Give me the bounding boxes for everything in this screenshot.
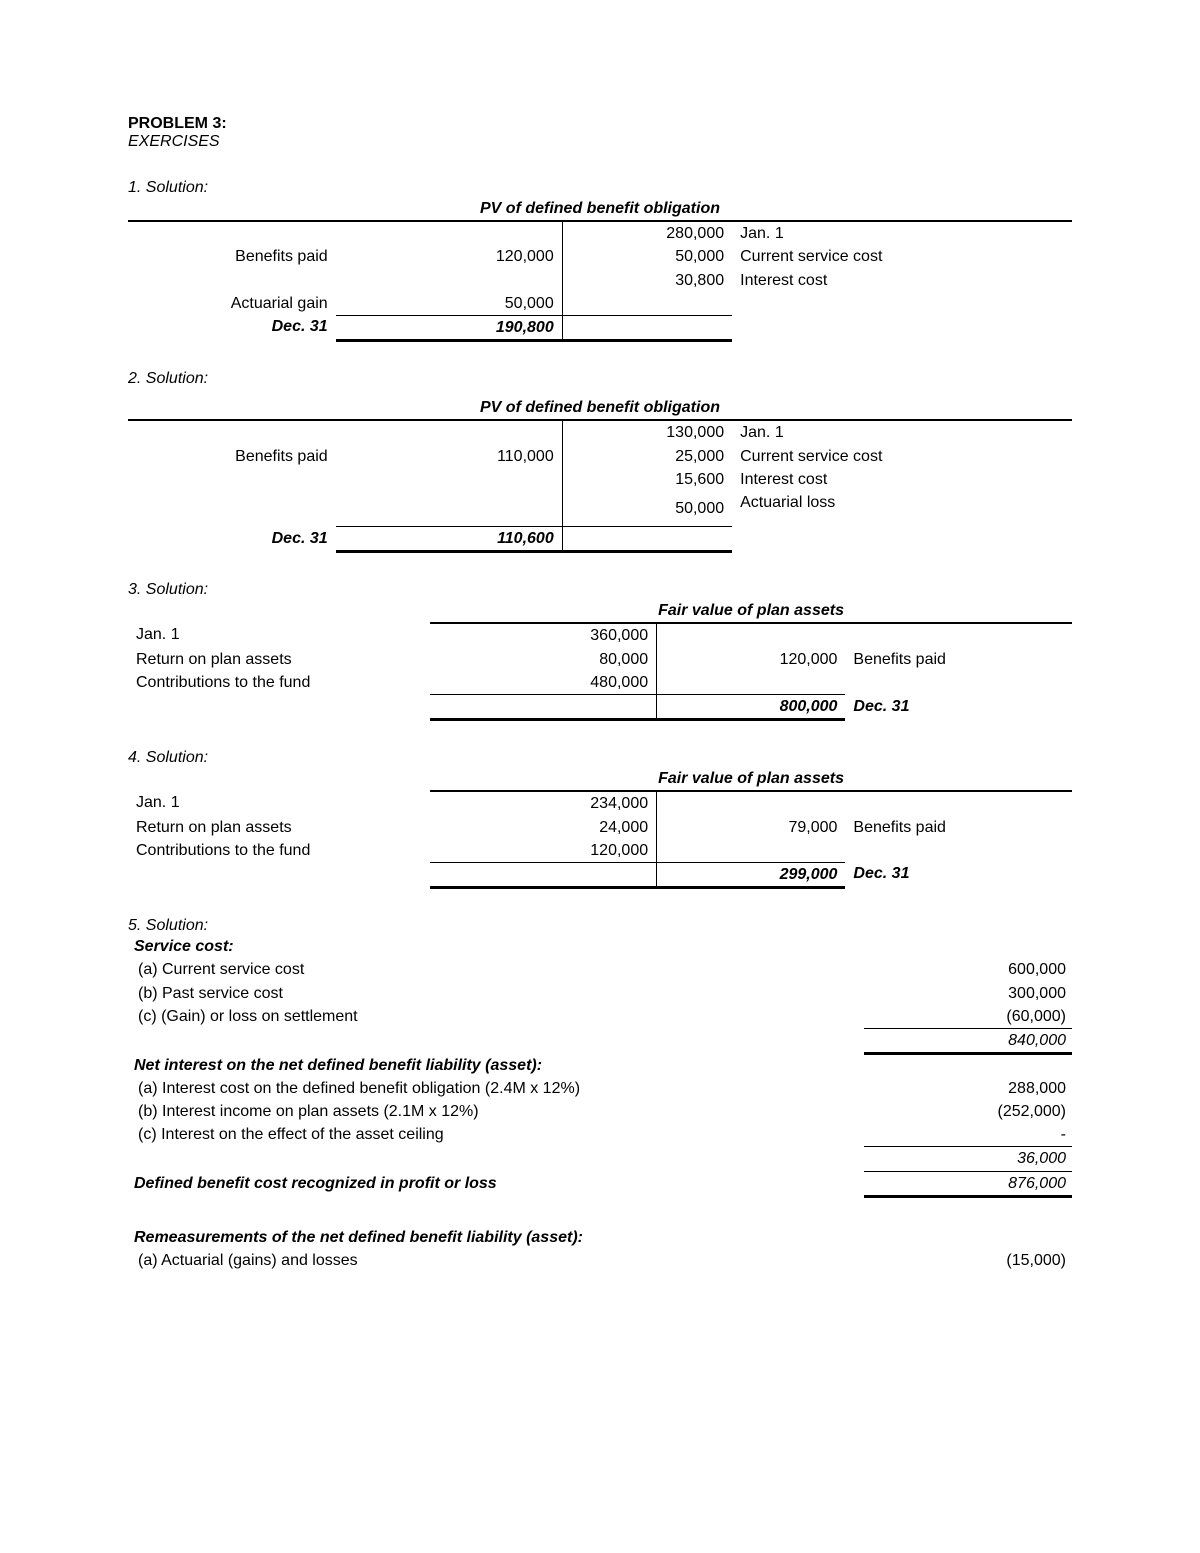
s1-l2-val: 190,800 xyxy=(336,315,563,340)
s5-ni-0-val: 288,000 xyxy=(864,1077,1072,1100)
s1-l0-lbl: Benefits paid xyxy=(128,245,336,268)
page: PROBLEM 3: EXERCISES 1. Solution: PV of … xyxy=(0,0,1200,1312)
s5-ni-1-val: (252,000) xyxy=(864,1100,1072,1123)
s2-l0-lbl: Benefits paid xyxy=(128,445,336,468)
s5-sc-2-val: (60,000) xyxy=(864,1005,1072,1029)
s2-r2-val: 15,600 xyxy=(562,468,732,491)
s1-title: PV of defined benefit obligation xyxy=(128,197,1072,221)
s5-db-total: 876,000 xyxy=(864,1171,1072,1196)
solution-3-taccount: Fair value of plan assets Jan. 1 360,000… xyxy=(128,599,1072,721)
s5-rm-0-lbl: (a) Actuarial (gains) and losses xyxy=(128,1249,864,1272)
s2-title: PV of defined benefit obligation xyxy=(128,396,1072,420)
s3-r0-lbl: Benefits paid xyxy=(845,648,1072,671)
s2-l0-val: 110,000 xyxy=(336,445,563,468)
s3-r1-val: 800,000 xyxy=(657,695,846,720)
s1-r0-val: 280,000 xyxy=(562,221,732,245)
s5-rm-0-val: (15,000) xyxy=(864,1249,1072,1272)
s5-db-label: Defined benefit cost recognized in profi… xyxy=(128,1171,864,1196)
s2-r2-lbl: Interest cost xyxy=(732,468,1072,491)
solution-4-label: 4. Solution: xyxy=(128,749,1072,767)
s3-l2-val: 480,000 xyxy=(430,671,657,695)
s3-title: Fair value of plan assets xyxy=(430,599,1072,623)
header-title: PROBLEM 3: xyxy=(128,115,1072,133)
s1-r2-lbl: Interest cost xyxy=(732,269,1072,292)
solution-2-label: 2. Solution: xyxy=(128,370,1072,388)
s1-l1-lbl: Actuarial gain xyxy=(128,292,336,316)
solution-1-taccount: PV of defined benefit obligation 280,000… xyxy=(128,197,1072,342)
s5-ni-1-lbl: (b) Interest income on plan assets (2.1M… xyxy=(128,1100,864,1123)
s5-sc-header: Service cost: xyxy=(128,935,864,958)
solution-5-label: 5. Solution: xyxy=(128,917,1072,935)
s5-sc-1-lbl: (b) Past service cost xyxy=(128,982,864,1005)
s3-r0-val: 120,000 xyxy=(657,648,846,671)
s2-r0-lbl: Jan. 1 xyxy=(732,420,1072,444)
s5-rm-header: Remeasurements of the net defined benefi… xyxy=(128,1226,864,1249)
s5-ni-0-lbl: (a) Interest cost on the defined benefit… xyxy=(128,1077,864,1100)
s3-r1-lbl: Dec. 31 xyxy=(845,695,1072,720)
s1-l1-val: 50,000 xyxy=(336,292,563,316)
header-subtitle: EXERCISES xyxy=(128,133,1072,151)
s2-r3-lbl: Actuarial loss xyxy=(732,491,1072,527)
s5-ni-2-lbl: (c) Interest on the effect of the asset … xyxy=(128,1123,864,1147)
s4-l2-lbl: Contributions to the fund xyxy=(128,839,430,863)
s5-sc-0-val: 600,000 xyxy=(864,958,1072,981)
s3-l2-lbl: Contributions to the fund xyxy=(128,671,430,695)
s2-r0-val: 130,000 xyxy=(562,420,732,444)
s5-sc-2-lbl: (c) (Gain) or loss on settlement xyxy=(128,1005,864,1029)
s1-l2-lbl: Dec. 31 xyxy=(128,315,336,340)
solution-5-remeasure: Remeasurements of the net defined benefi… xyxy=(128,1226,1072,1272)
s2-r1-val: 25,000 xyxy=(562,445,732,468)
s4-r1-lbl: Dec. 31 xyxy=(845,862,1072,887)
s4-r1-val: 299,000 xyxy=(657,862,846,887)
s1-r1-lbl: Current service cost xyxy=(732,245,1072,268)
s2-l1-lbl: Dec. 31 xyxy=(128,527,336,552)
s3-l0-val: 360,000 xyxy=(430,623,657,647)
s5-sc-total: 840,000 xyxy=(864,1028,1072,1053)
solution-2-taccount: PV of defined benefit obligation 130,000… xyxy=(128,396,1072,553)
s1-l0-val: 120,000 xyxy=(336,245,563,268)
s5-ni-total: 36,000 xyxy=(864,1147,1072,1171)
s3-l0-lbl: Jan. 1 xyxy=(128,623,430,647)
solution-4-taccount: Fair value of plan assets Jan. 1 234,000… xyxy=(128,767,1072,889)
s1-r2-val: 30,800 xyxy=(562,269,732,292)
s5-sc-1-val: 300,000 xyxy=(864,982,1072,1005)
solution-5-ledger: Service cost: (a) Current service cost 6… xyxy=(128,935,1072,1198)
s2-l1-val: 110,600 xyxy=(336,527,563,552)
s4-l0-val: 234,000 xyxy=(430,791,657,815)
solution-3-label: 3. Solution: xyxy=(128,581,1072,599)
s5-ni-header: Net interest on the net defined benefit … xyxy=(128,1054,864,1077)
s2-r1-lbl: Current service cost xyxy=(732,445,1072,468)
s4-l1-lbl: Return on plan assets xyxy=(128,816,430,839)
s4-r0-lbl: Benefits paid xyxy=(845,816,1072,839)
s4-l1-val: 24,000 xyxy=(430,816,657,839)
solution-1-label: 1. Solution: xyxy=(128,179,1072,197)
s4-l2-val: 120,000 xyxy=(430,839,657,863)
s4-r0-val: 79,000 xyxy=(657,816,846,839)
s1-r0-lbl: Jan. 1 xyxy=(732,221,1072,245)
s5-ni-2-val: - xyxy=(864,1123,1072,1147)
s3-l1-val: 80,000 xyxy=(430,648,657,671)
s1-r1-val: 50,000 xyxy=(562,245,732,268)
s3-l1-lbl: Return on plan assets xyxy=(128,648,430,671)
s4-l0-lbl: Jan. 1 xyxy=(128,791,430,815)
s5-sc-0-lbl: (a) Current service cost xyxy=(128,958,864,981)
s4-title: Fair value of plan assets xyxy=(430,767,1072,791)
s2-r3-val: 50,000 xyxy=(562,491,732,527)
